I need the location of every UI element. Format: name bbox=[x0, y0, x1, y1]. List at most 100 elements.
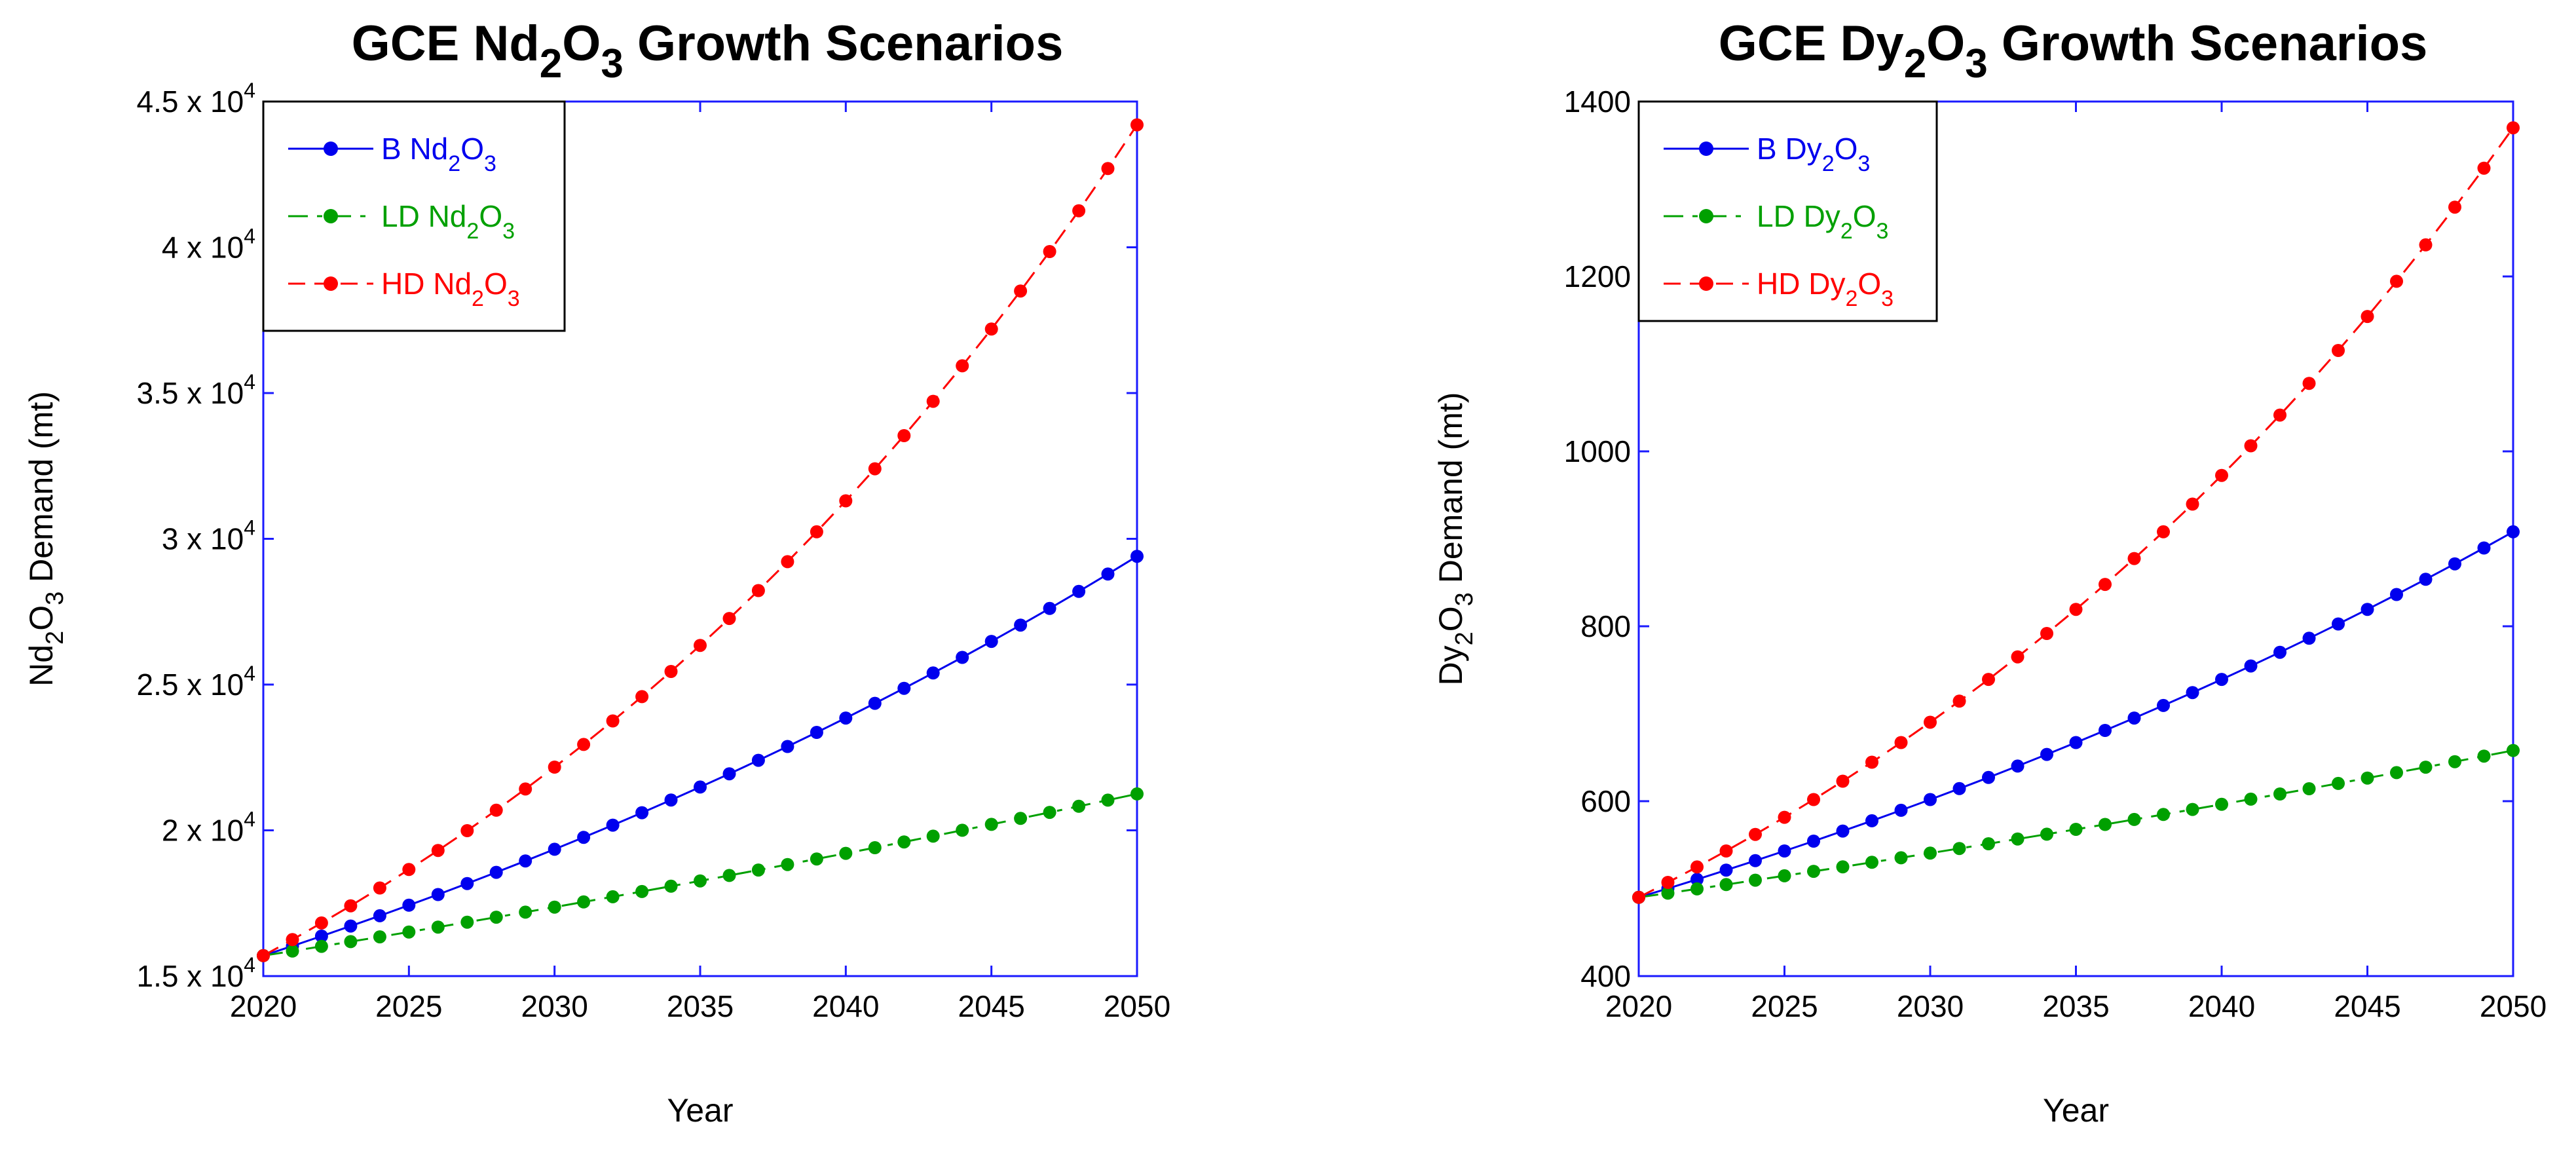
data-point bbox=[577, 831, 591, 844]
y-tick-label: 400 bbox=[1580, 959, 1631, 993]
data-point bbox=[868, 841, 882, 854]
data-point bbox=[664, 793, 678, 807]
legend-swatch-marker bbox=[1699, 142, 1713, 156]
data-point bbox=[2302, 377, 2316, 390]
data-point bbox=[926, 394, 940, 408]
series-line bbox=[1638, 531, 2514, 899]
data-point bbox=[664, 879, 678, 893]
data-point bbox=[1952, 782, 1966, 795]
x-tick-label: 2025 bbox=[1751, 989, 1818, 1023]
data-point bbox=[781, 555, 794, 569]
data-point bbox=[2390, 588, 2403, 601]
data-point bbox=[1807, 865, 1820, 878]
data-point bbox=[2361, 310, 2374, 324]
series-ld-nd2o3 bbox=[257, 787, 1144, 962]
data-point bbox=[1072, 204, 1086, 217]
x-tick-label: 2020 bbox=[1605, 989, 1672, 1023]
y-tick-label: 2.5 x 104 bbox=[137, 662, 255, 702]
data-point bbox=[2419, 761, 2433, 774]
x-tick-label: 2040 bbox=[812, 989, 879, 1023]
legend-swatch-marker bbox=[324, 209, 338, 223]
data-point bbox=[1836, 774, 1850, 788]
data-point bbox=[2186, 802, 2199, 816]
data-point bbox=[2244, 659, 2258, 673]
data-point bbox=[2273, 408, 2287, 422]
data-point bbox=[2390, 766, 2403, 780]
data-point bbox=[1894, 736, 1908, 749]
legend-entry: B Dy2O3 bbox=[1757, 132, 1870, 176]
data-point bbox=[1952, 694, 1966, 708]
data-point bbox=[2332, 776, 2345, 790]
data-point bbox=[2448, 557, 2461, 571]
data-point bbox=[1661, 876, 1675, 889]
data-point bbox=[344, 919, 358, 933]
legend: B Nd2O3 LD Nd2O3 HD Nd2O3 bbox=[262, 100, 566, 332]
y-tick-label: 1200 bbox=[1564, 259, 1631, 293]
data-point bbox=[548, 842, 561, 856]
data-point bbox=[1865, 814, 1878, 827]
series-ld-dy2o3 bbox=[1632, 744, 2520, 904]
data-point bbox=[2507, 744, 2520, 757]
legend-entry: LD Nd2O3 bbox=[381, 199, 515, 244]
data-point bbox=[2507, 121, 2520, 135]
data-point bbox=[810, 726, 823, 739]
x-axis-label: Year bbox=[2043, 1092, 2109, 1129]
y-tick-label: 1.5 x 104 bbox=[137, 953, 255, 993]
legend-box bbox=[1637, 100, 1938, 322]
data-point bbox=[344, 935, 358, 949]
data-point bbox=[373, 930, 386, 944]
data-point bbox=[2361, 771, 2374, 785]
chart-2: GCE Dy2O3 Growth Scenarios 2020 2025 2030 20… bbox=[1432, 16, 2547, 1129]
data-point bbox=[1101, 162, 1115, 176]
data-point bbox=[1043, 601, 1056, 615]
data-point bbox=[489, 803, 503, 817]
data-point bbox=[1952, 842, 1966, 856]
data-point bbox=[897, 835, 911, 849]
data-point bbox=[1690, 860, 1704, 874]
data-point bbox=[2011, 832, 2025, 846]
data-point bbox=[751, 863, 765, 877]
data-point bbox=[751, 584, 765, 597]
data-point bbox=[1043, 806, 1056, 820]
chart-title: GCE Dy2O3 Growth Scenarios bbox=[1719, 16, 2428, 86]
data-point bbox=[1014, 812, 1028, 825]
data-point bbox=[722, 612, 736, 626]
data-point bbox=[2477, 161, 2491, 175]
data-point bbox=[1014, 618, 1028, 632]
data-point bbox=[781, 858, 794, 871]
data-point bbox=[314, 930, 328, 943]
data-point bbox=[2273, 787, 2287, 801]
data-point bbox=[956, 823, 969, 837]
data-point bbox=[1101, 793, 1115, 807]
data-point bbox=[635, 690, 649, 704]
data-point bbox=[489, 911, 503, 924]
data-point bbox=[2477, 541, 2491, 555]
data-point bbox=[2099, 724, 2112, 737]
y-axis-label: Nd2O3 Demand (mt) bbox=[23, 391, 69, 687]
data-point bbox=[1130, 118, 1144, 132]
x-tick-label: 2050 bbox=[1104, 989, 1170, 1023]
data-point bbox=[810, 525, 823, 538]
data-point bbox=[2099, 818, 2112, 831]
data-point bbox=[2273, 645, 2287, 659]
data-point bbox=[1836, 860, 1850, 874]
data-point bbox=[2332, 344, 2345, 357]
data-point bbox=[402, 898, 416, 912]
y-tick-label: 2 x 104 bbox=[162, 808, 255, 848]
data-point bbox=[1807, 835, 1820, 848]
data-point bbox=[548, 761, 561, 774]
data-point bbox=[1982, 673, 1995, 687]
data-point bbox=[2215, 468, 2228, 482]
data-point bbox=[1043, 245, 1056, 258]
data-point bbox=[548, 900, 561, 914]
data-point bbox=[1894, 851, 1908, 865]
data-point bbox=[2215, 673, 2228, 687]
data-point bbox=[519, 854, 532, 868]
data-point bbox=[2157, 698, 2170, 712]
data-point bbox=[606, 714, 620, 728]
y-tick-label: 1400 bbox=[1564, 85, 1631, 119]
data-point bbox=[2244, 439, 2258, 453]
data-point bbox=[868, 462, 882, 476]
data-point bbox=[2099, 578, 2112, 592]
data-point bbox=[2244, 792, 2258, 806]
